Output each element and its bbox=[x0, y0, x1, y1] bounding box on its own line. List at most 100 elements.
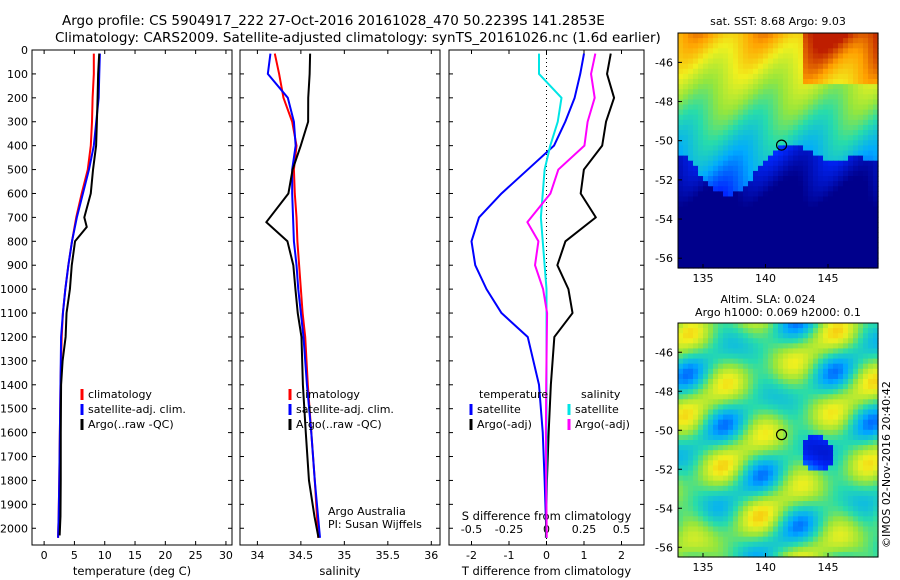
map-cell bbox=[728, 470, 734, 477]
map-cell bbox=[843, 89, 849, 95]
y-tick-label: 200 bbox=[7, 92, 28, 105]
map-y-tick-label: -52 bbox=[655, 463, 673, 476]
map-cell bbox=[843, 48, 849, 55]
map-cell bbox=[858, 237, 864, 244]
map-cell bbox=[688, 227, 694, 233]
map-cell bbox=[698, 68, 704, 75]
map-cell bbox=[813, 196, 819, 203]
map-cell bbox=[788, 68, 794, 75]
map-cell bbox=[733, 38, 739, 44]
map-cell bbox=[708, 485, 714, 492]
map-cell bbox=[743, 89, 749, 95]
map-cell bbox=[753, 222, 759, 228]
map-cell bbox=[803, 343, 809, 350]
map-cell bbox=[858, 363, 864, 370]
map-cell bbox=[783, 124, 789, 131]
map-cell bbox=[848, 53, 854, 60]
map-cell bbox=[843, 445, 849, 451]
map-cell bbox=[743, 262, 749, 269]
map-cell bbox=[728, 531, 734, 538]
map-cell bbox=[748, 119, 754, 126]
map-cell bbox=[753, 150, 759, 157]
map-cell bbox=[768, 124, 774, 131]
map-cell bbox=[768, 394, 774, 400]
map-cell bbox=[803, 470, 809, 477]
map-cell bbox=[813, 170, 819, 177]
map-cell bbox=[793, 404, 799, 411]
map-cell bbox=[748, 450, 754, 456]
map-cell bbox=[693, 58, 699, 65]
map-cell bbox=[768, 191, 774, 198]
map-cell bbox=[873, 389, 879, 395]
map-cell bbox=[828, 343, 834, 350]
map-cell bbox=[818, 38, 824, 44]
map-cell bbox=[788, 440, 794, 446]
credit-text: ©IMOS 02-Nov-2016 20:40:42 bbox=[880, 381, 893, 548]
map-cell bbox=[828, 541, 834, 548]
map-cell bbox=[723, 358, 729, 365]
map-cell bbox=[823, 531, 829, 538]
map-cell bbox=[833, 257, 839, 264]
map-cell bbox=[788, 160, 794, 167]
map-cell bbox=[768, 419, 774, 426]
map-cell bbox=[768, 338, 774, 344]
map-cell bbox=[713, 73, 719, 80]
map-cell bbox=[868, 511, 874, 517]
map-cell bbox=[743, 252, 749, 259]
map-cell bbox=[733, 165, 739, 172]
map-cell bbox=[758, 343, 764, 350]
map-cell bbox=[743, 191, 749, 198]
map-cell bbox=[848, 237, 854, 244]
map-cell bbox=[838, 38, 844, 44]
map-cell bbox=[793, 257, 799, 264]
map-cell bbox=[698, 404, 704, 411]
map-cell bbox=[868, 165, 874, 172]
map-cell bbox=[733, 373, 739, 380]
map-cell bbox=[703, 119, 709, 126]
map-cell bbox=[718, 247, 724, 254]
map-cell bbox=[693, 358, 699, 365]
map-cell bbox=[823, 242, 829, 249]
map-cell bbox=[818, 353, 824, 360]
map-cell bbox=[818, 150, 824, 157]
map-cell bbox=[678, 145, 684, 152]
map-cell bbox=[813, 465, 819, 472]
map-cell bbox=[873, 165, 879, 172]
map-cell bbox=[698, 84, 704, 90]
map-cell bbox=[718, 404, 724, 411]
map-cell bbox=[768, 237, 774, 244]
map-cell bbox=[823, 373, 829, 380]
map-cell bbox=[753, 384, 759, 390]
map-cell bbox=[763, 33, 769, 39]
map-cell bbox=[828, 33, 834, 39]
map-cell bbox=[818, 84, 824, 90]
map-cell bbox=[708, 119, 714, 126]
map-cell bbox=[728, 506, 734, 512]
map-cell bbox=[813, 84, 819, 90]
map-cell bbox=[678, 94, 684, 101]
map-cell bbox=[768, 333, 774, 339]
map-cell bbox=[858, 460, 864, 467]
map-cell bbox=[718, 490, 724, 497]
map-cell bbox=[738, 84, 744, 90]
map-cell bbox=[678, 546, 684, 553]
map-cell bbox=[788, 33, 794, 39]
map-cell bbox=[683, 404, 689, 411]
map-cell bbox=[803, 551, 809, 558]
map-cell bbox=[768, 135, 774, 141]
map-cell bbox=[718, 501, 724, 507]
map-cell bbox=[733, 353, 739, 360]
map-cell bbox=[808, 160, 814, 167]
map-cell bbox=[823, 99, 829, 106]
map-cell bbox=[798, 211, 804, 218]
map-cell bbox=[783, 252, 789, 259]
map-cell bbox=[733, 206, 739, 213]
map-cell bbox=[803, 94, 809, 101]
map-cell bbox=[758, 109, 764, 116]
map-cell bbox=[798, 43, 804, 49]
map-cell bbox=[698, 150, 704, 157]
map-cell bbox=[803, 373, 809, 380]
map-cell bbox=[708, 242, 714, 249]
map-cell bbox=[833, 343, 839, 350]
map-cell bbox=[863, 465, 869, 472]
